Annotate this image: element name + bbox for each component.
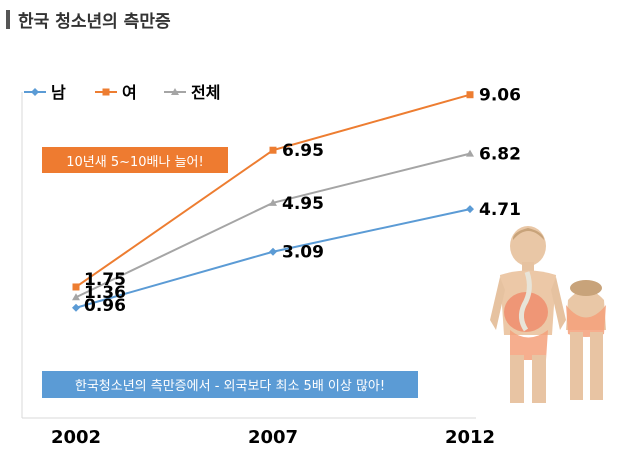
legend-marker-0 xyxy=(31,88,39,96)
patient-figure-bending xyxy=(566,280,606,400)
title-bar-marker xyxy=(6,10,10,29)
data-label: 3.09 xyxy=(282,243,324,263)
legend-label-2: 전체 xyxy=(191,83,220,102)
data-point xyxy=(72,293,80,301)
callout-increase: 10년새 5~10배나 늘어! xyxy=(42,147,228,173)
x-tick-label: 2002 xyxy=(51,427,101,448)
data-label: 6.82 xyxy=(479,145,521,165)
data-label: 0.96 xyxy=(84,296,126,316)
data-label: 4.95 xyxy=(282,194,324,214)
data-point xyxy=(269,146,277,154)
data-point xyxy=(72,283,80,291)
data-point xyxy=(466,149,474,157)
legend-marker-2 xyxy=(171,88,179,95)
callout-comparison: 한국청소년의 측만증에서 - 외국보다 최소 5배 이상 많아! xyxy=(42,371,418,398)
data-point xyxy=(72,303,80,312)
data-label: 9.06 xyxy=(479,86,521,106)
data-label: 1.36 xyxy=(84,283,126,303)
patient-figure-standing xyxy=(490,226,566,403)
legend-label-1: 여 xyxy=(122,83,137,102)
data-point xyxy=(269,247,277,256)
x-tick-label: 2007 xyxy=(248,427,298,448)
data-point xyxy=(466,205,474,214)
x-tick-label: 2012 xyxy=(445,427,495,448)
data-label: 1.75 xyxy=(84,270,126,290)
data-point xyxy=(269,198,277,206)
page-title: 한국 청소년의 측만증 xyxy=(18,12,171,32)
legend-marker-1 xyxy=(102,88,110,96)
data-label: 6.95 xyxy=(282,141,324,161)
legend-label-0: 남 xyxy=(51,83,66,102)
data-label: 4.71 xyxy=(479,200,521,220)
data-point xyxy=(466,91,474,99)
